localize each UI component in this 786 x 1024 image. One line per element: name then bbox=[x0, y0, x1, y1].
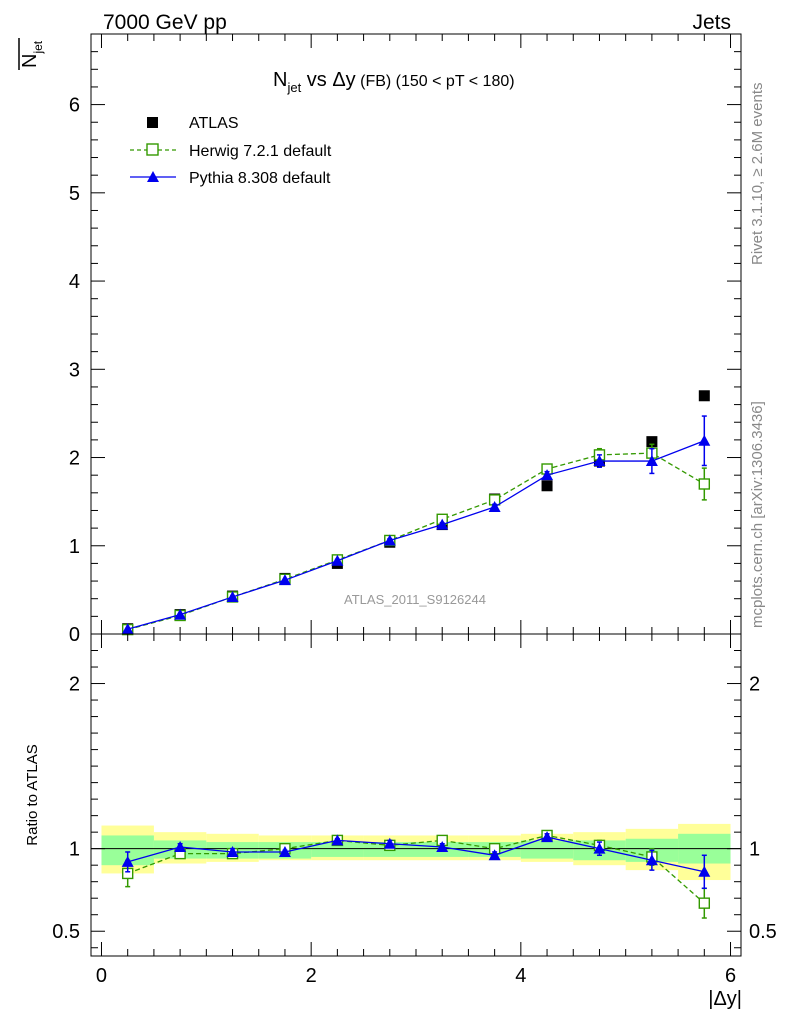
data-point bbox=[698, 897, 711, 909]
data-point bbox=[593, 842, 606, 854]
series-line bbox=[127, 836, 705, 873]
legend: ATLAS Herwig 7.2.1 default Pythia 8.308 … bbox=[130, 115, 332, 187]
legend-herwig-label: Herwig 7.2.1 default bbox=[189, 143, 332, 160]
data-point bbox=[436, 841, 449, 853]
series-line bbox=[127, 834, 705, 904]
mcplots-label: mcplots.cern.ch [arXiv:1306.3436] bbox=[749, 401, 766, 628]
data-point bbox=[698, 478, 711, 490]
data-point bbox=[541, 469, 554, 481]
data-point bbox=[383, 534, 396, 546]
data-point bbox=[121, 855, 134, 867]
data-point bbox=[593, 455, 606, 467]
category-label: Jets bbox=[692, 11, 731, 34]
data-point bbox=[331, 834, 344, 846]
x-tick-label: 2 bbox=[306, 965, 317, 987]
series-line bbox=[127, 440, 705, 630]
atlas-point bbox=[646, 436, 658, 448]
atlas-point bbox=[698, 390, 710, 402]
chart-title: Njet vs Δy (FB) (150 < pT < 180) bbox=[273, 69, 515, 95]
data-point bbox=[383, 837, 396, 849]
x-axis-label: |Δy| bbox=[708, 988, 742, 1010]
data-point bbox=[436, 518, 449, 530]
rivet-label: Rivet 3.1.10, ≥ 2.6M events bbox=[749, 83, 766, 266]
legend-pythia-label: Pythia 8.308 default bbox=[189, 170, 331, 187]
data-point bbox=[645, 854, 658, 866]
data-point bbox=[174, 841, 187, 853]
data-point bbox=[331, 554, 344, 566]
ratio-y-tick-label: 0.5 bbox=[52, 921, 80, 943]
legend-atlas-label: ATLAS bbox=[189, 115, 239, 132]
data-point bbox=[488, 500, 501, 512]
ratio-y-tick-label: 2 bbox=[69, 674, 80, 696]
energy-label: 7000 GeV pp bbox=[103, 11, 227, 34]
ratio-y-tick-label: 2 bbox=[749, 674, 760, 696]
x-tick-label: 6 bbox=[725, 965, 736, 987]
ratio-y-tick-label: 0.5 bbox=[749, 921, 777, 943]
y-tick-label: 3 bbox=[69, 359, 80, 381]
data-point bbox=[698, 434, 711, 446]
ratio-y-tick-label: 1 bbox=[69, 839, 80, 861]
svg-text:Njet: Njet bbox=[19, 40, 45, 68]
data-point bbox=[645, 455, 658, 467]
x-tick-label: 0 bbox=[96, 965, 107, 987]
ratio-plot-frame bbox=[90, 633, 742, 957]
legend-pythia-marker bbox=[147, 171, 159, 182]
y-tick-label: 1 bbox=[69, 536, 80, 558]
y-tick-label: 6 bbox=[69, 95, 80, 117]
data-point bbox=[698, 865, 711, 877]
ratio-y-axis-label: Ratio to ATLAS bbox=[24, 744, 41, 845]
data-point bbox=[488, 849, 501, 861]
data-point bbox=[226, 845, 239, 857]
error-band-inner bbox=[311, 842, 364, 857]
data-point bbox=[278, 845, 291, 857]
legend-atlas-marker bbox=[147, 117, 158, 128]
data-point bbox=[226, 590, 239, 602]
x-tick-label: 4 bbox=[515, 965, 526, 987]
y-tick-label: 2 bbox=[69, 448, 80, 470]
data-point bbox=[174, 608, 187, 620]
data-point bbox=[541, 831, 554, 843]
ratio-y-tick-label: 1 bbox=[749, 839, 760, 861]
atlas-point bbox=[541, 480, 553, 492]
data-point bbox=[278, 574, 291, 586]
y-tick-label: 4 bbox=[69, 271, 80, 293]
data-point bbox=[121, 623, 134, 635]
analysis-watermark: ATLAS_2011_S9126244 bbox=[344, 592, 486, 607]
legend-herwig-marker bbox=[146, 143, 159, 156]
error-band-inner bbox=[520, 840, 574, 859]
y-axis-label: Njet bbox=[18, 38, 45, 70]
y-tick-label: 0 bbox=[69, 624, 80, 646]
y-tick-label: 5 bbox=[69, 183, 80, 205]
